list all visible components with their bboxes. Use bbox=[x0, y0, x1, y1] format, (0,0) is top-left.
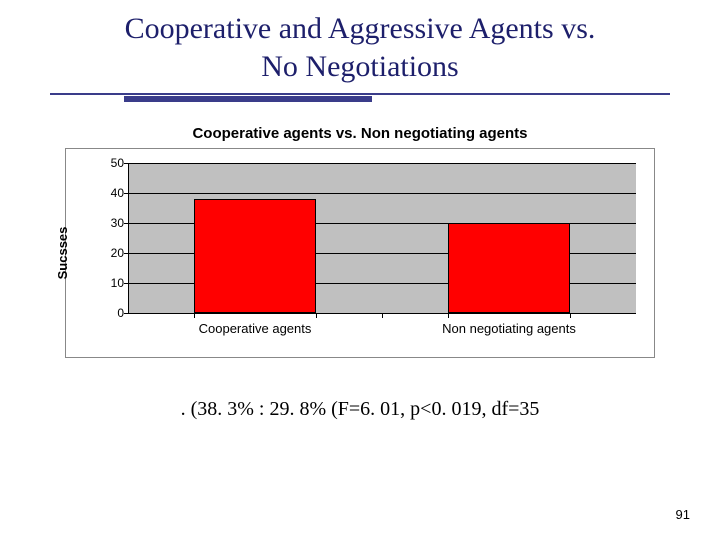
slide-title: Cooperative and Aggressive Agents vs. No… bbox=[0, 0, 720, 85]
x-axis-label: Cooperative agents bbox=[199, 321, 312, 336]
x-tick-mark bbox=[570, 314, 571, 318]
x-tick-mark bbox=[382, 314, 383, 318]
y-tick-label: 40 bbox=[111, 186, 124, 200]
x-axis-label: Non negotiating agents bbox=[442, 321, 576, 336]
x-tick-mark bbox=[448, 314, 449, 318]
grid-line bbox=[128, 163, 636, 164]
x-tick-mark bbox=[194, 314, 195, 318]
bar bbox=[194, 199, 316, 313]
y-axis bbox=[128, 163, 129, 313]
title-line-2: No Negotiations bbox=[0, 48, 720, 86]
y-tick-label: 10 bbox=[111, 276, 124, 290]
y-tick-label: 0 bbox=[117, 306, 124, 320]
y-tick-label: 30 bbox=[111, 216, 124, 230]
title-rule bbox=[50, 93, 670, 103]
stats-text: . (38. 3% : 29. 8% (F=6. 01, p<0. 019, d… bbox=[0, 398, 720, 421]
chart-box: Sucsses 01020304050 Cooperative agentsNo… bbox=[65, 148, 655, 358]
grid-line bbox=[128, 193, 636, 194]
title-rule-thick bbox=[124, 96, 372, 102]
title-rule-thin bbox=[50, 93, 670, 95]
y-axis-label: Sucsses bbox=[55, 227, 70, 280]
y-tick-label: 50 bbox=[111, 156, 124, 170]
chart-title: Cooperative agents vs. Non negotiating a… bbox=[65, 125, 655, 142]
page-number: 91 bbox=[676, 507, 690, 522]
chart-container: Cooperative agents vs. Non negotiating a… bbox=[65, 125, 655, 358]
y-tick-label: 20 bbox=[111, 246, 124, 260]
x-tick-mark bbox=[316, 314, 317, 318]
plot-area: 01020304050 bbox=[128, 163, 636, 313]
title-line-1: Cooperative and Aggressive Agents vs. bbox=[0, 10, 720, 48]
bar bbox=[448, 223, 570, 313]
